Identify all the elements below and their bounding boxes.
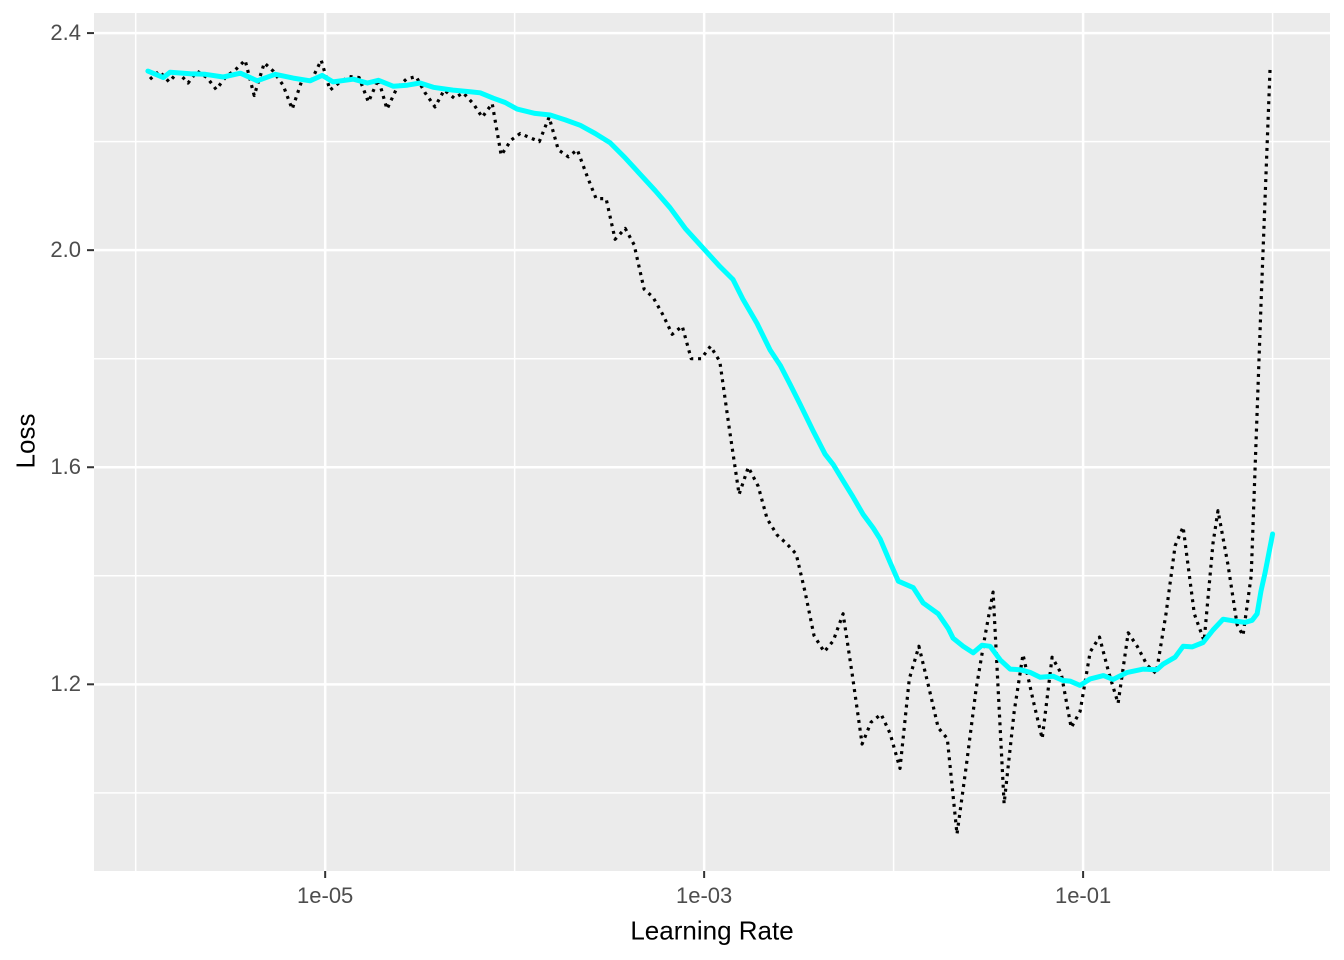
y-tick-label: 1.2 (50, 671, 81, 697)
x-axis-title: Learning Rate (630, 915, 794, 946)
x-tick-label: 1e-03 (675, 883, 733, 908)
y-tick-label: 2.0 (50, 237, 81, 263)
y-tick-label: 2.4 (50, 20, 81, 46)
smoothed-loss-line (145, 68, 1276, 688)
y-axis-title: Loss (10, 413, 41, 469)
x-tick-label: 1e-01 (1054, 883, 1112, 908)
x-tick-label: 1e-05 (297, 883, 354, 908)
y-tick-label: 1.6 (50, 454, 81, 480)
panel-background (94, 13, 1330, 871)
